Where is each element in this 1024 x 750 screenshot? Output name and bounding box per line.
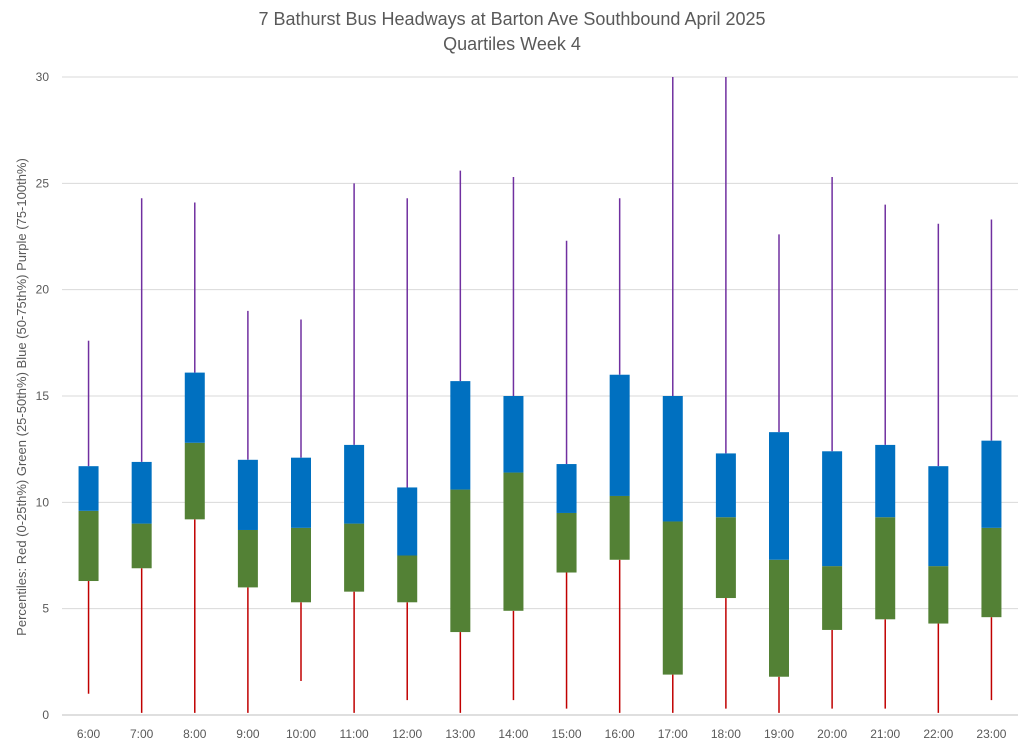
box-upper-half bbox=[450, 381, 471, 490]
box-lower-half bbox=[397, 555, 418, 603]
x-tick-label: 9:00 bbox=[236, 727, 260, 741]
y-tick-label: 20 bbox=[36, 283, 50, 297]
box-lower-half bbox=[609, 495, 630, 560]
box-upper-half bbox=[397, 487, 418, 556]
box-upper-half bbox=[822, 451, 843, 567]
x-tick-label: 13:00 bbox=[445, 727, 475, 741]
x-tick-label: 8:00 bbox=[183, 727, 207, 741]
box-lower-half bbox=[928, 566, 949, 624]
x-tick-label: 17:00 bbox=[658, 727, 688, 741]
box-upper-half bbox=[344, 444, 365, 524]
y-tick-label: 25 bbox=[36, 176, 50, 190]
y-tick-label: 30 bbox=[36, 70, 50, 84]
x-tick-label: 11:00 bbox=[340, 727, 369, 741]
chart-subtitle: Quartiles Week 4 bbox=[443, 34, 581, 54]
x-tick-label: 22:00 bbox=[923, 727, 953, 741]
y-tick-label: 15 bbox=[36, 389, 50, 403]
box-upper-half bbox=[715, 453, 736, 518]
x-tick-label: 14:00 bbox=[498, 727, 528, 741]
x-tick-label: 16:00 bbox=[605, 727, 635, 741]
x-tick-label: 21:00 bbox=[870, 727, 900, 741]
y-tick-label: 5 bbox=[42, 602, 49, 616]
y-tick-label: 10 bbox=[36, 495, 50, 509]
x-axis-tick-labels: 6:00 7:00 8:00 9:00 10:00 11:00 12:00 13:00 14:0… bbox=[77, 727, 1007, 741]
box-upper-half bbox=[609, 374, 630, 496]
boxes bbox=[78, 372, 1002, 677]
whiskers bbox=[87, 77, 993, 713]
box-upper-half bbox=[237, 459, 258, 530]
x-tick-label: 23:00 bbox=[976, 727, 1006, 741]
box-lower-half bbox=[981, 527, 1002, 618]
box-lower-half bbox=[503, 472, 524, 611]
x-tick-label: 19:00 bbox=[764, 727, 794, 741]
x-tick-label: 6:00 bbox=[77, 727, 101, 741]
box-upper-half bbox=[875, 444, 896, 518]
chart-title: 7 Bathurst Bus Headways at Barton Ave So… bbox=[258, 9, 766, 29]
box-upper-half bbox=[662, 396, 683, 522]
x-tick-label: 15:00 bbox=[552, 727, 582, 741]
box-upper-half bbox=[769, 432, 789, 560]
box-lower-half bbox=[78, 510, 99, 582]
box-lower-half bbox=[875, 517, 896, 620]
box-lower-half bbox=[662, 521, 683, 675]
box-upper-half bbox=[131, 461, 152, 524]
box-lower-half bbox=[450, 489, 471, 633]
box-lower-half bbox=[556, 512, 577, 573]
box-lower-half bbox=[237, 529, 258, 588]
box-upper-half bbox=[291, 457, 311, 528]
box-lower-half bbox=[715, 517, 736, 599]
x-tick-label: 12:00 bbox=[392, 727, 422, 741]
box-lower-half bbox=[344, 523, 365, 592]
box-upper-half bbox=[184, 372, 205, 443]
box-lower-half bbox=[769, 559, 789, 677]
box-upper-half bbox=[981, 440, 1002, 528]
box-upper-half bbox=[503, 396, 524, 473]
y-axis-tick-labels: 0 5 10 15 20 25 30 bbox=[36, 70, 50, 722]
y-tick-label: 0 bbox=[42, 708, 49, 722]
box-lower-half bbox=[291, 527, 311, 603]
box-upper-half bbox=[928, 466, 949, 567]
gridlines bbox=[62, 76, 1018, 716]
x-tick-label: 20:00 bbox=[817, 727, 847, 741]
x-tick-label: 18:00 bbox=[711, 727, 741, 741]
box-upper-half bbox=[556, 464, 577, 513]
box-lower-half bbox=[131, 523, 152, 569]
y-axis-label: Percentiles: Red (0-25th%) Green (25-50t… bbox=[14, 158, 29, 636]
x-tick-label: 10:00 bbox=[286, 727, 316, 741]
box-lower-half bbox=[184, 442, 205, 520]
box-upper-half bbox=[78, 466, 99, 511]
box-lower-half bbox=[822, 566, 843, 630]
x-tick-label: 7:00 bbox=[130, 727, 154, 741]
